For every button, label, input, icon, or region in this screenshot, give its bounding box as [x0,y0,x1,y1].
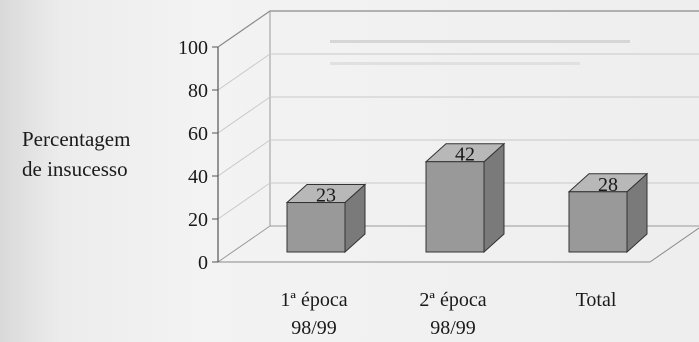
y-tick-label: 60 [188,123,208,145]
bar [568,191,628,253]
x-tick-label-line-2: 98/99 [291,317,337,339]
x-tick-label: 2ª época [419,289,486,311]
y-tick-label: 40 [188,166,208,188]
y-axis-label-line-2: de insucesso [22,157,128,181]
y-tick-label: 80 [188,80,208,102]
floor-back-edge [217,225,699,263]
x-tick-label: Total [576,289,617,311]
gridline-diagonal [217,53,271,91]
gridline-diagonal [217,139,271,177]
bar [425,161,485,253]
y-axis-label: Percentagem de insucesso [22,124,162,184]
bleed-through-line [330,40,630,43]
bar [286,202,346,253]
bleed-through-line [330,62,580,65]
back-wall-top-edge [217,10,699,48]
floor-right-edge [649,227,699,263]
y-tick-label: 100 [178,37,208,59]
data-label: 23 [316,185,336,207]
x-tick-label-line-2: 98/99 [430,317,476,339]
data-label: 28 [598,174,618,196]
data-label: 42 [455,144,475,166]
gridline-diagonal [217,182,271,220]
gridline-diagonal [217,96,271,134]
x-tick-label: 1ª época [280,289,347,311]
y-tick-label: 20 [188,209,208,231]
bar-side [483,142,505,254]
y-tick-label: 0 [198,252,208,274]
y-axis-label-line-1: Percentagem [22,127,131,151]
